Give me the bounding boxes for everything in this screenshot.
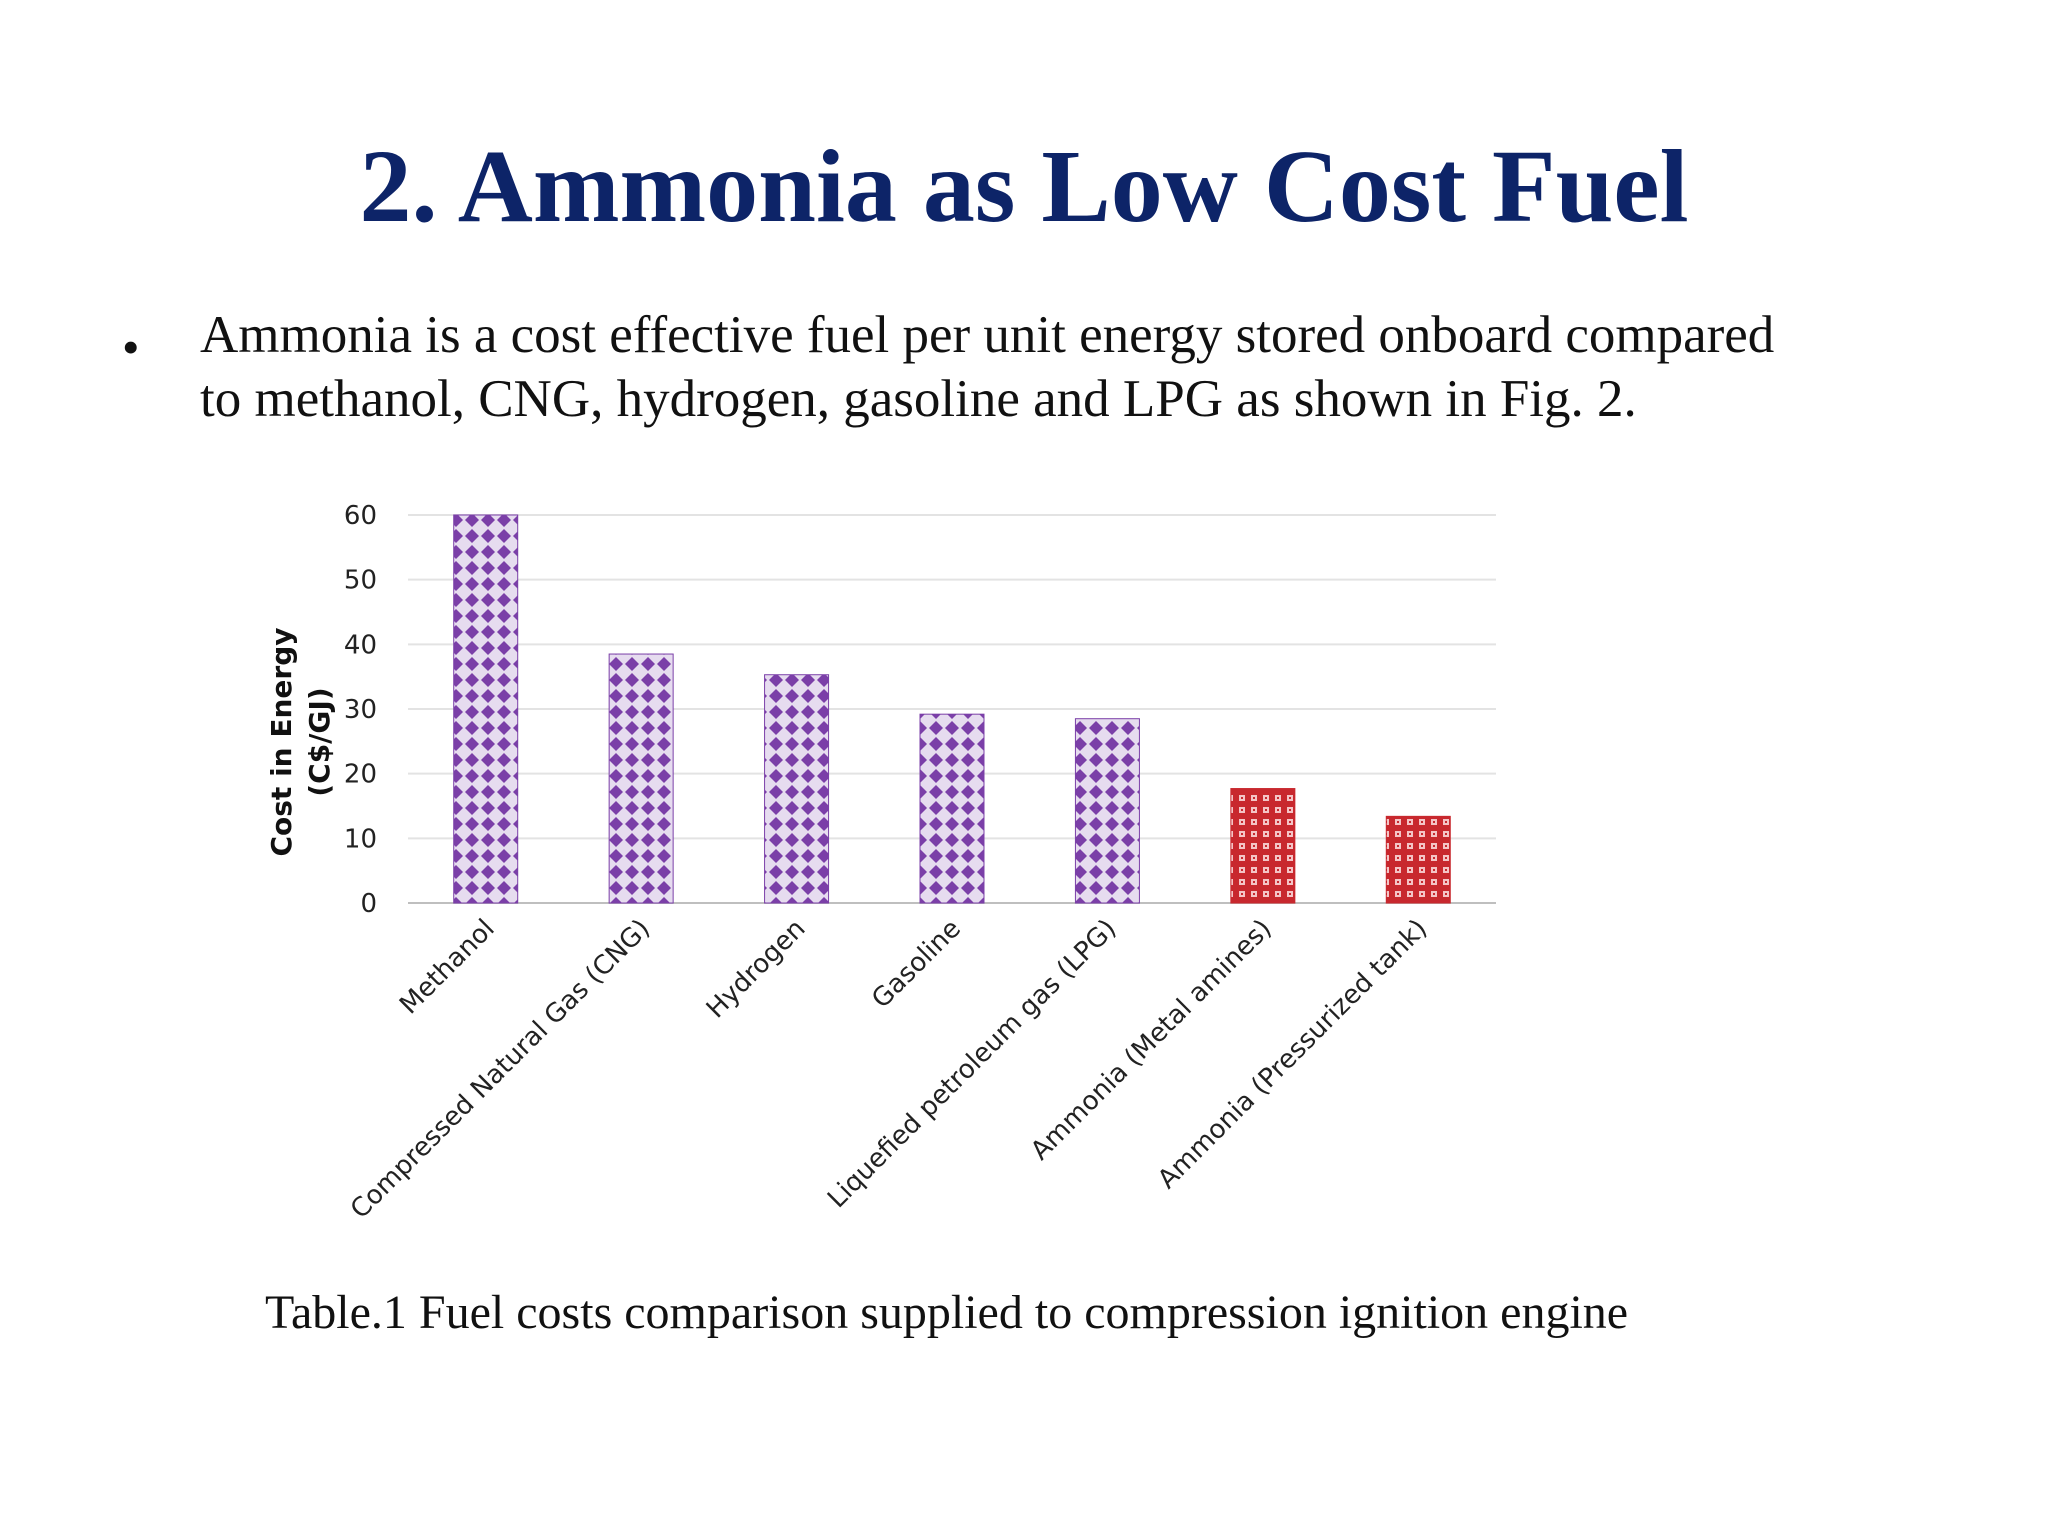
bar xyxy=(764,674,830,904)
bullet-text: Ammonia is a cost effective fuel per uni… xyxy=(200,303,1960,431)
x-tick-label: Hydrogen xyxy=(701,914,812,1025)
y-tick-label: 50 xyxy=(344,566,377,596)
x-tick-label: Ammonia (Pressurized tank) xyxy=(1152,914,1433,1195)
bullet-point: • xyxy=(122,319,140,375)
bar xyxy=(453,514,519,904)
y-tick-label: 60 xyxy=(344,501,377,531)
x-tick-label: Liquefied petroleum gas (LPG) xyxy=(822,914,1122,1214)
bar xyxy=(608,653,674,904)
figure-caption: Table.1 Fuel costs comparison supplied t… xyxy=(265,1286,1629,1339)
y-tick-label: 10 xyxy=(344,824,377,854)
x-tick-label: Methanol xyxy=(394,914,501,1021)
bar xyxy=(1385,815,1451,904)
bars xyxy=(453,514,1451,904)
y-tick-label: 20 xyxy=(344,760,377,790)
bar xyxy=(1074,718,1140,904)
y-axis-ticks: 0 10 20 30 40 50 60 xyxy=(344,501,377,919)
x-tick-label: Compressed Natural Gas (CNG) xyxy=(345,914,656,1225)
y-tick-label: 30 xyxy=(344,695,377,725)
bullet-line: to methanol, CNG, hydrogen, gasoline and… xyxy=(200,370,1637,428)
bar xyxy=(1230,788,1296,904)
slide-title: 2. Ammonia as Low Cost Fuel xyxy=(359,129,1689,244)
x-tick-label: Gasoline xyxy=(866,914,967,1015)
y-axis-label-line: (C$/GJ) xyxy=(303,687,336,796)
bullet-line: Ammonia is a cost effective fuel per uni… xyxy=(200,306,1775,364)
y-axis-label-line: Cost in Energy xyxy=(265,627,298,856)
y-tick-label: 40 xyxy=(344,630,377,660)
bar xyxy=(919,713,985,904)
y-axis-label: Cost in Energy (C$/GJ) xyxy=(265,627,336,856)
y-tick-label: 0 xyxy=(360,889,377,919)
